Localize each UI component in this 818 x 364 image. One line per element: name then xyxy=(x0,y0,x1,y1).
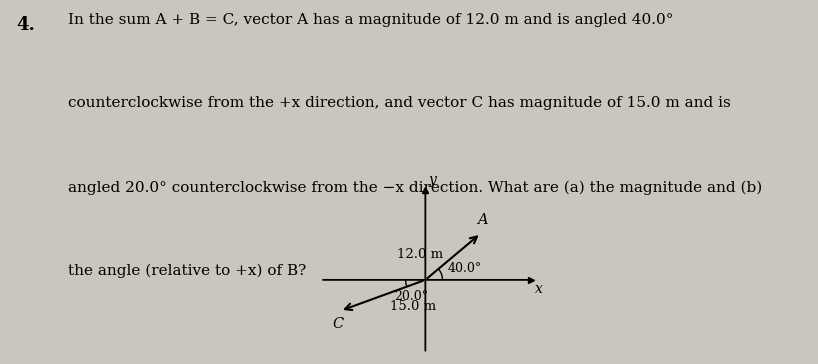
Text: 20.0°: 20.0° xyxy=(393,290,428,303)
Text: In the sum A + B = C, vector A has a magnitude of 12.0 m and is angled 40.0°: In the sum A + B = C, vector A has a mag… xyxy=(68,13,673,27)
Text: angled 20.0° counterclockwise from the −x direction. What are (a) the magnitude : angled 20.0° counterclockwise from the −… xyxy=(68,180,762,195)
Text: the angle (relative to +x) of B?: the angle (relative to +x) of B? xyxy=(68,264,306,278)
Text: A: A xyxy=(477,213,488,227)
Text: x: x xyxy=(535,282,542,296)
Text: 40.0°: 40.0° xyxy=(447,262,482,274)
Text: C: C xyxy=(332,317,344,331)
Text: 15.0 m: 15.0 m xyxy=(390,300,436,313)
Text: 4.: 4. xyxy=(16,16,35,34)
Text: y: y xyxy=(429,173,436,187)
Text: 12.0 m: 12.0 m xyxy=(397,248,443,261)
Text: counterclockwise from the +x direction, and vector C has magnitude of 15.0 m and: counterclockwise from the +x direction, … xyxy=(68,96,730,110)
